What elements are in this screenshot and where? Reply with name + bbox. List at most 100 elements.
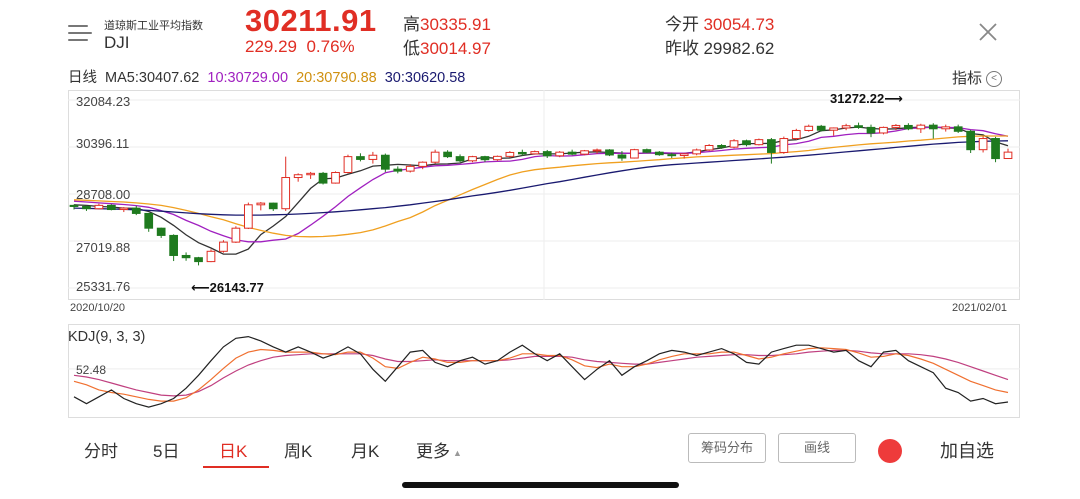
high-value: 30335.91 [420,15,491,34]
draw-line-button[interactable]: 画线 [778,433,856,463]
candle-body [256,202,266,206]
candle-body [642,149,652,153]
kdj-label: KDJ(9, 3, 3) [68,329,146,345]
candle-body [430,151,440,163]
indicator-label: 指标 [952,70,983,87]
index-code: DJI [104,33,130,52]
candle-body [1003,151,1013,160]
candle-body [704,144,714,151]
candle-body [854,125,863,128]
candle-body [630,149,639,159]
ma-legend: 日线 MA5:30407.62 10:30729.00 20:30790.88 … [68,66,469,87]
candle-body [742,140,751,146]
candle-body [928,124,938,130]
candle-body [144,212,154,229]
candle-body [791,129,801,140]
indicator-button[interactable]: 指标 < [952,67,1003,88]
candle-body [692,149,702,155]
candle-body [605,149,614,156]
low-stat: 低30014.97 [403,34,491,59]
candle-body [106,204,116,211]
price-change: 229.29 0.76% [245,37,355,57]
tab-weekly-k[interactable]: 周K [284,442,313,461]
low-annotation: ⟵26143.77 [191,280,264,295]
candle-body [82,205,91,210]
start-date: 2020/10/20 [70,302,126,314]
candle-body [904,124,913,130]
candlestick-chart[interactable] [68,90,1020,300]
candle-body [356,156,365,160]
candle-body [717,144,726,148]
close-icon[interactable] [976,20,1000,44]
candle-body [318,172,328,184]
prev-close-stat: 昨收 29982.62 [665,34,774,59]
low-value: 30014.97 [420,39,491,58]
candle-body [94,204,104,210]
candle-body [393,168,403,172]
y-tick-label: 30396.11 [76,136,130,151]
candle-body [767,139,776,153]
candle-body [380,154,390,170]
candle-body [169,234,178,256]
candle-body [816,125,826,131]
current-price: 30211.91 [245,3,377,38]
tab-5day[interactable]: 5日 [153,442,180,461]
tab-monthly-k[interactable]: 月K [351,442,380,461]
open-value: 30054.73 [703,15,775,34]
candle-body [69,204,79,207]
y-tick-label: 27019.88 [76,240,131,255]
change-percent: 0.76% [306,37,355,56]
candle-body [617,154,627,159]
add-favorite-button[interactable]: 加自选 [940,441,994,461]
kdj-chart[interactable] [68,324,1020,418]
candle-body [829,127,839,131]
kdj-line-d [73,347,1009,402]
more-label: 更多 [416,442,450,461]
candle-body [455,156,465,162]
ma5-value: MA5:30407.62 [105,70,200,86]
candle-body [555,151,565,157]
menu-icon[interactable] [68,22,92,44]
change-value: 229.29 [245,37,297,56]
caret-up-icon: ▲ [453,447,462,458]
candle-body [542,151,552,157]
active-tab-indicator [203,466,269,468]
candle-body [866,126,876,134]
candle-body [119,207,129,211]
candle-body [754,139,764,146]
y-tick-label: 28708.00 [76,187,131,202]
candle-body [654,151,664,156]
candle-body [978,138,988,151]
chip-distribution-button[interactable]: 筹码分布 [688,433,766,463]
kdj-line-k [73,335,1009,408]
candle-body [368,154,378,160]
candle-body [281,177,291,210]
candle-body [268,202,278,210]
ma30-value: 30:30620.58 [384,70,466,86]
prev-close-value: 29982.62 [703,39,775,58]
candle-body [567,151,577,155]
candle-body [916,124,926,130]
kdj-frame [68,324,1020,418]
tab-intraday[interactable]: 分时 [84,442,118,461]
record-icon[interactable] [878,439,902,463]
candle-body [953,126,963,132]
candle-body [779,138,789,153]
period-label: 日线 [68,70,97,86]
ma20-value: 20:30790.88 [296,70,377,86]
tab-daily-k[interactable]: 日K [219,442,248,461]
candle-body [941,126,951,130]
candle-body [505,151,515,157]
candle-body [580,150,589,155]
tab-more[interactable]: 更多 ▲ [416,437,462,462]
ma-line-ma20 [73,135,1008,238]
candle-body [243,204,253,229]
candle-body [804,125,814,131]
candle-body [343,156,353,174]
candle-body [231,227,241,243]
candle-body [841,125,851,129]
prev-close-label: 昨收 [665,39,699,58]
candle-body [131,207,141,214]
chevron-left-icon: < [986,71,1003,88]
high-annotation: 31272.22⟶ [830,91,903,106]
